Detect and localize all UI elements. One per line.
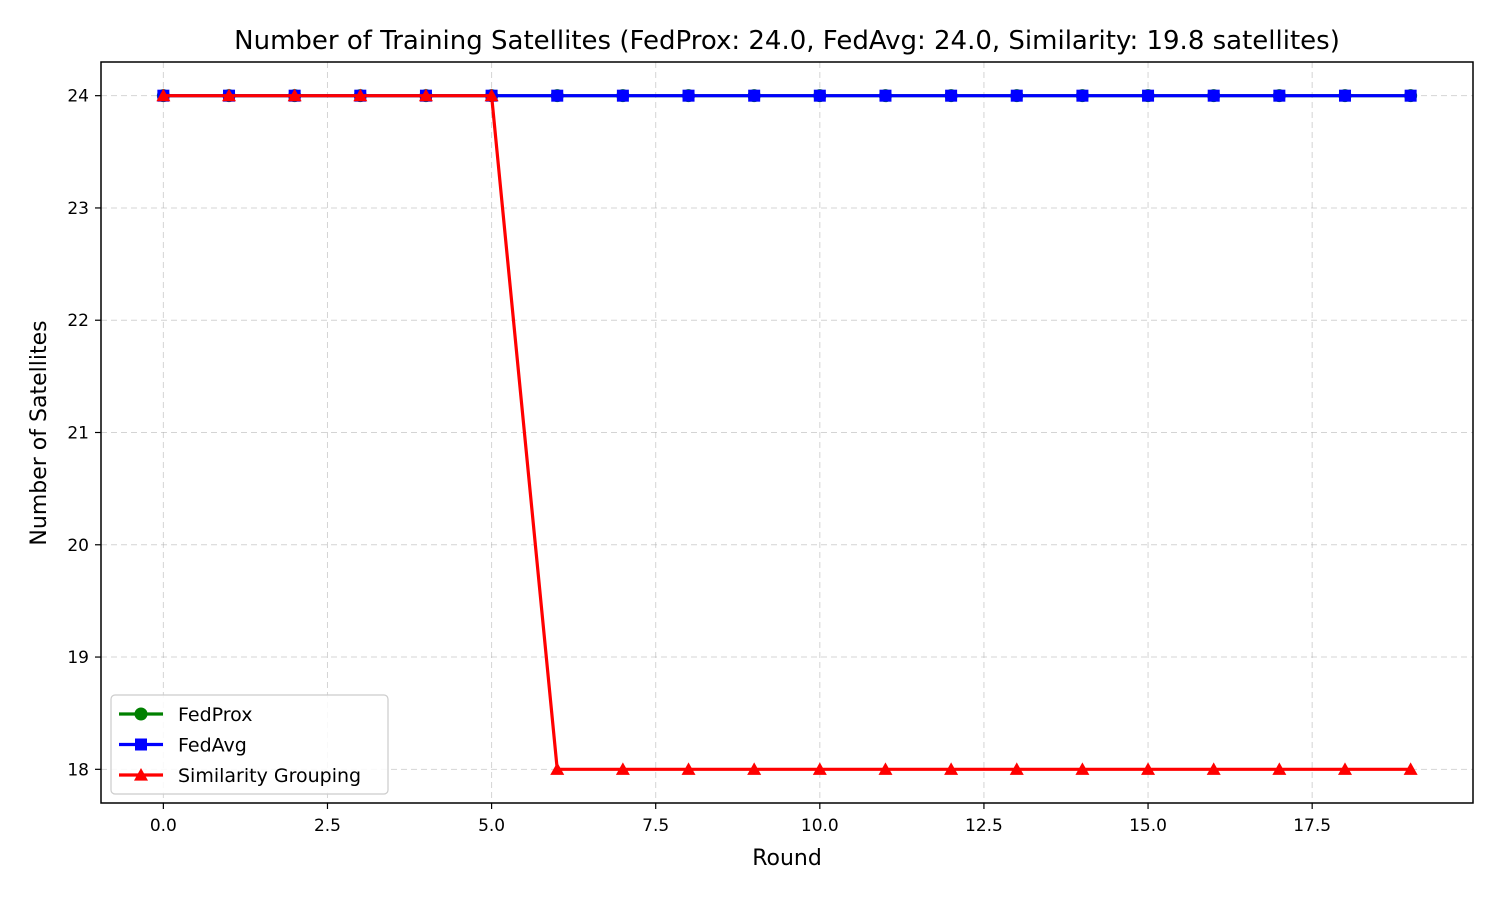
data-point-fedavg (945, 89, 958, 102)
y-tick-label: 19 (67, 648, 89, 668)
data-point-fedavg (682, 89, 695, 102)
y-tick-label: 21 (67, 424, 89, 444)
data-point-similarity-grouping (1075, 762, 1090, 775)
x-tick-label: 10.0 (801, 816, 839, 836)
data-point-fedavg (1142, 89, 1155, 102)
x-axis-label: Round (752, 846, 822, 871)
x-tick-label: 5.0 (478, 816, 505, 836)
data-point-fedavg (551, 89, 564, 102)
data-point-similarity-grouping (944, 762, 959, 775)
data-point-similarity-grouping (1272, 762, 1287, 775)
ticks: 0.0 2.5 5.0 7.5 10.0 12.5 15.0 17.5 18 19 20 21 22 23… (67, 87, 1331, 836)
data-point-fedavg (1273, 89, 1286, 102)
x-tick-label: 15.0 (1129, 816, 1167, 836)
data-point-fedavg (1338, 89, 1351, 102)
y-tick-label: 20 (67, 536, 89, 556)
data-point-similarity-grouping (550, 762, 565, 775)
data-point-fedavg (1010, 89, 1023, 102)
x-tick-label: 2.5 (314, 816, 341, 836)
data-point-fedavg (1404, 89, 1417, 102)
data-point-similarity-grouping (747, 762, 762, 775)
legend: FedProx FedAvg Similarity Grouping (110, 694, 389, 795)
x-tick-label: 17.5 (1293, 816, 1331, 836)
legend-swatch-marker (135, 738, 147, 751)
data-point-similarity-grouping (1141, 762, 1156, 775)
x-tick-label: 0.0 (150, 816, 177, 836)
legend-label: FedAvg (178, 735, 247, 757)
legend-swatch-marker (134, 768, 148, 781)
data-point-similarity-grouping (878, 762, 893, 775)
grid (101, 62, 1473, 803)
data-point-similarity-grouping (287, 88, 302, 102)
y-tick-label: 24 (67, 87, 89, 107)
legend-item-fedavg: FedAvg (119, 735, 247, 757)
data-point-similarity-grouping (812, 762, 827, 775)
series-line-similarity-grouping (163, 94, 1411, 771)
data-point-fedavg (879, 89, 892, 102)
legend-swatch-marker (134, 707, 148, 721)
legend-item-fedprox: FedProx (119, 704, 252, 726)
legend-label: FedProx (178, 704, 252, 726)
data-point-similarity-grouping (353, 88, 368, 102)
data-point-similarity-grouping (222, 88, 237, 102)
y-tick-label: 18 (67, 760, 89, 780)
data-point-similarity-grouping (1206, 762, 1221, 775)
data-point-similarity-grouping (1009, 762, 1024, 775)
y-tick-label: 23 (67, 199, 89, 219)
data-point-similarity-grouping (681, 762, 696, 775)
data-point-fedavg (1076, 89, 1089, 102)
data-point-fedavg (616, 89, 629, 102)
data-point-similarity-grouping (484, 88, 499, 102)
legend-label: Similarity Grouping (178, 765, 361, 787)
chart-title: Number of Training Satellites (FedProx: … (234, 26, 1340, 56)
legend-box (110, 694, 389, 795)
data-point-fedavg (813, 89, 826, 102)
data-point-similarity-grouping (1403, 762, 1418, 775)
legend-item-similarity-grouping: Similarity Grouping (119, 765, 361, 787)
y-tick-label: 22 (67, 311, 89, 331)
data-point-similarity-grouping (156, 88, 171, 102)
data-point-fedavg (1207, 89, 1220, 102)
series-layer (156, 88, 1418, 775)
data-point-similarity-grouping (418, 88, 433, 102)
series-similarity-grouping (156, 88, 1418, 775)
x-tick-label: 12.5 (965, 816, 1003, 836)
x-tick-label: 7.5 (642, 816, 669, 836)
data-point-similarity-grouping (615, 762, 630, 775)
data-point-similarity-grouping (1337, 762, 1352, 775)
data-point-fedavg (748, 89, 761, 102)
y-axis-label: Number of Satellites (27, 320, 52, 545)
